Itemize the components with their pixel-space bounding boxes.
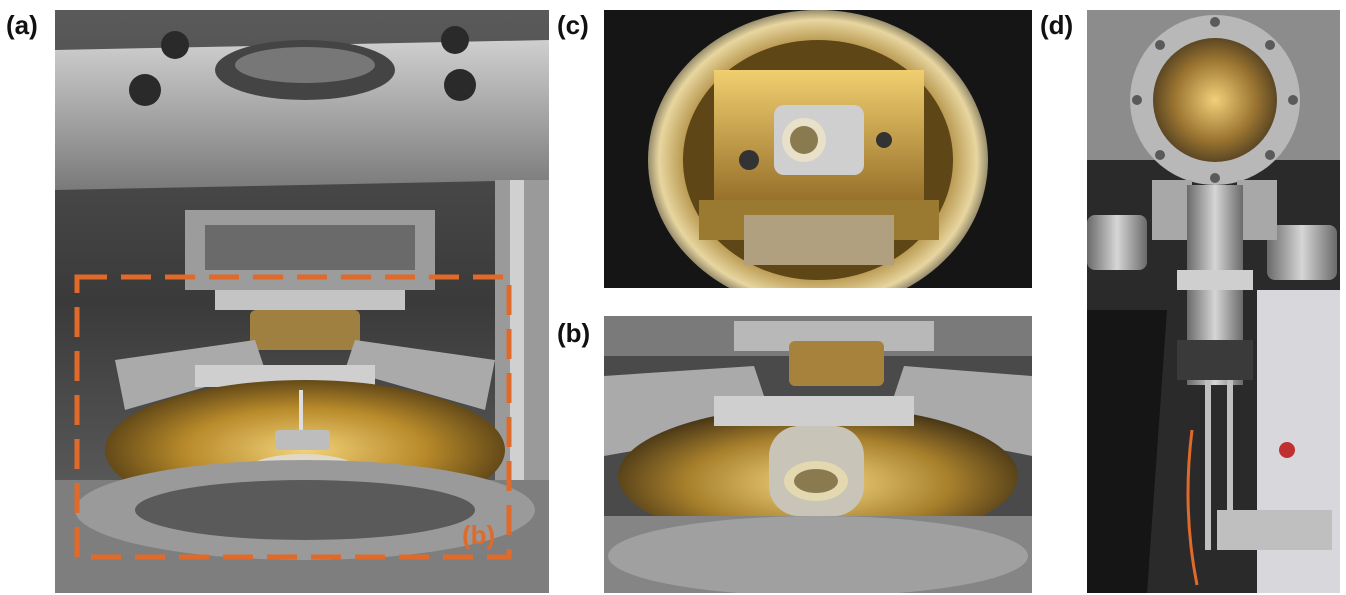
photo-c-graphic (604, 10, 1032, 288)
photo-d-uhv-chamber (1087, 10, 1340, 593)
panel-label-b: (b) (557, 318, 591, 348)
inset-box-b (74, 274, 512, 560)
photo-a-stm-head (55, 10, 549, 593)
panel-label-c: (c) (557, 10, 589, 40)
photo-a-graphic (55, 10, 549, 593)
photo-c-viewport (604, 10, 1032, 288)
photo-d-graphic (1087, 10, 1340, 593)
photo-b-sample-holder (604, 316, 1032, 593)
photo-b-graphic (604, 316, 1032, 593)
inset-label-b: (b) (462, 520, 496, 550)
panel-label-d: (d) (1040, 10, 1074, 40)
panel-label-a: (a) (6, 10, 38, 40)
